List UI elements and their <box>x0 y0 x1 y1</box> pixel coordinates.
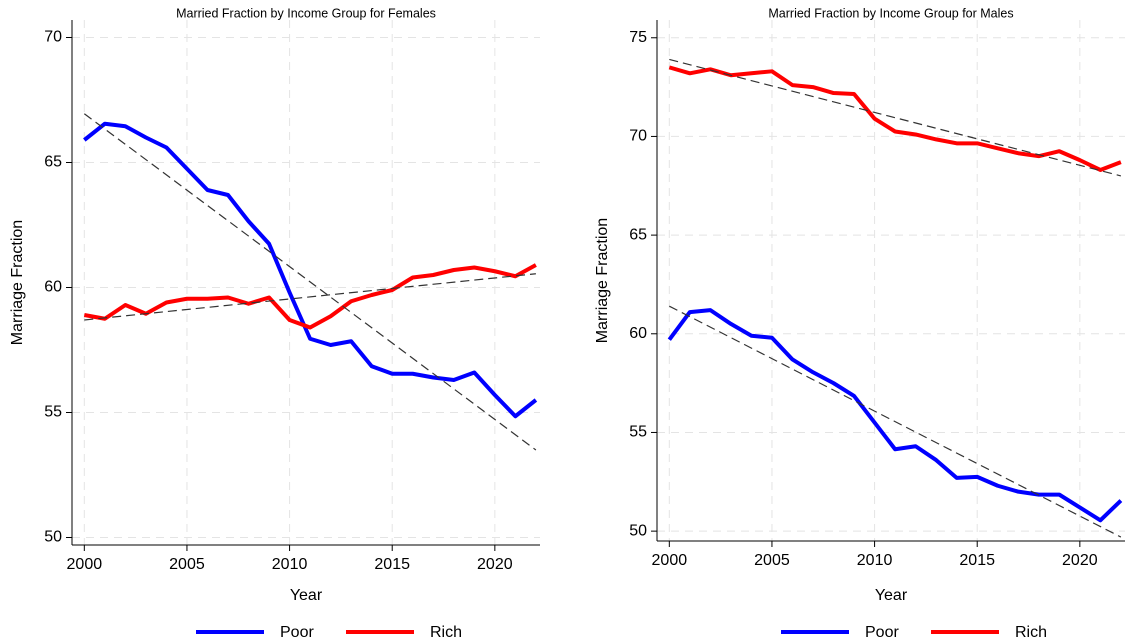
y-tick-label: 50 <box>44 529 62 546</box>
y-tick-label: 70 <box>629 128 647 145</box>
y-tick-label: 50 <box>629 522 647 539</box>
y-tick-label: 60 <box>629 325 647 342</box>
legend-label: Rich <box>1015 624 1047 641</box>
y-tick-label: 65 <box>629 226 647 243</box>
trend-line <box>83 113 537 451</box>
x-tick-label: 2010 <box>857 552 893 569</box>
trend-line <box>669 305 1122 538</box>
x-tick-label: 2020 <box>1062 552 1098 569</box>
x-tick-label: 2015 <box>959 552 995 569</box>
y-tick-label: 70 <box>44 29 62 46</box>
y-axis-label: Marriage Fraction <box>9 220 26 345</box>
y-axis-label: Marriage Fraction <box>594 218 611 343</box>
legend-label: Rich <box>430 624 462 641</box>
x-tick-label: 2010 <box>272 556 308 573</box>
chart-title: Married Fraction by Income Group for Fem… <box>176 6 436 20</box>
data-line <box>83 263 537 330</box>
x-tick-label: 2000 <box>67 556 103 573</box>
data-line <box>668 65 1122 172</box>
y-tick-label: 55 <box>629 424 647 441</box>
legend-label: Poor <box>865 624 899 641</box>
x-axis-label: Year <box>290 587 323 604</box>
x-tick-label: 2015 <box>374 556 410 573</box>
data-line <box>667 308 1123 523</box>
x-tick-label: 2005 <box>169 556 205 573</box>
trend-line <box>84 273 536 321</box>
y-tick-label: 75 <box>629 29 647 46</box>
trend-line <box>669 58 1122 177</box>
x-tick-label: 2020 <box>477 556 513 573</box>
y-tick-label: 65 <box>44 154 62 171</box>
x-tick-label: 2000 <box>652 552 688 569</box>
data-line <box>83 121 538 419</box>
y-tick-label: 55 <box>44 404 62 421</box>
chart-title: Married Fraction by Income Group for Mal… <box>768 6 1013 20</box>
legend-label: Poor <box>280 624 314 641</box>
x-tick-label: 2005 <box>754 552 790 569</box>
y-tick-label: 60 <box>44 279 62 296</box>
x-axis-label: Year <box>875 587 908 604</box>
